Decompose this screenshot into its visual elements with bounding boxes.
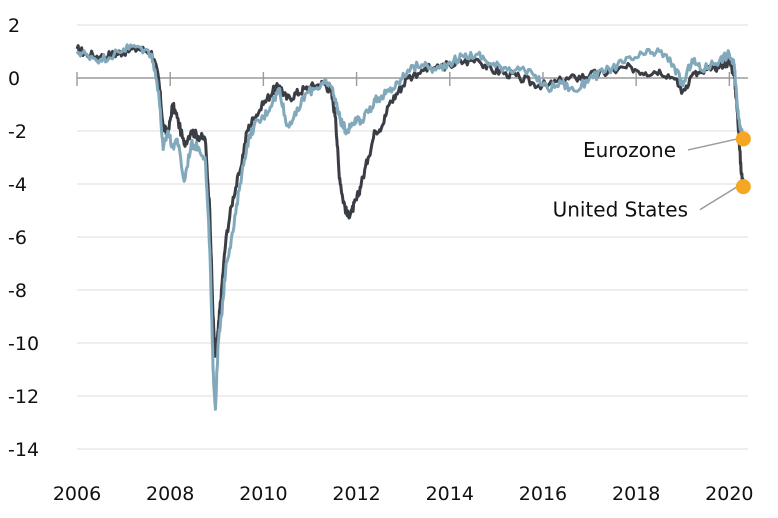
x-tick-label: 2006 [53,483,101,505]
y-tick-label: -14 [8,439,39,461]
y-tick-label: 2 [8,15,20,37]
end-marker-united-states [735,179,751,195]
x-tick-label: 2012 [332,483,380,505]
series-line-eurozone [75,43,745,411]
x-tick-label: 2014 [426,483,474,505]
x-tick-label: 2010 [239,483,287,505]
y-tick-label: -12 [8,386,39,408]
series-group [75,43,745,411]
y-tick-label: -6 [8,227,27,249]
annotation-leader-eurozone [687,138,738,151]
x-tick-label: 2008 [146,483,194,505]
x-tick-label: 2020 [705,483,753,505]
annotation-label-united-states: United States [553,198,688,222]
y-tick-label: -10 [8,333,39,355]
x-tick-label: 2016 [519,483,567,505]
y-tick-label: -8 [8,280,27,302]
y-tick-label: 0 [8,68,20,90]
annotation-label-eurozone: Eurozone [583,138,676,162]
grid [77,24,748,450]
series-line-united-states [75,44,745,358]
axes: 2 0 -2 -4 -6 -8 -10 -12 -14 2006 2008 2010 2012 2014 2… [8,15,754,505]
y-tick-label: -2 [8,121,27,143]
annotation-leader-united-states [699,186,738,211]
annotations: Eurozone United States [553,131,751,222]
end-marker-eurozone [735,131,751,147]
x-tick-label: 2018 [612,483,660,505]
y-tick-label: -4 [8,174,27,196]
